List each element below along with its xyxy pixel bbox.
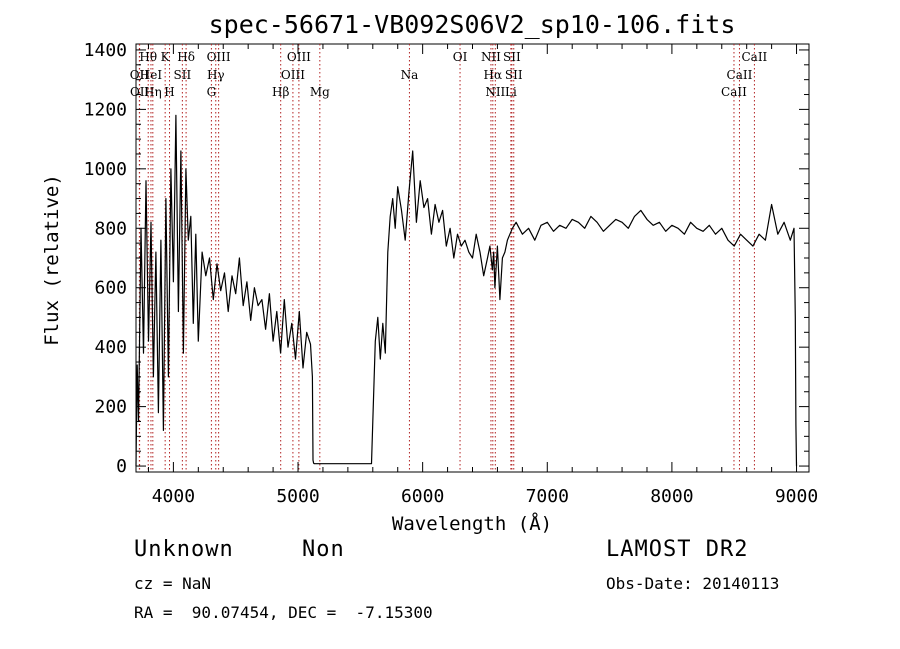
redshift: cz = NaN [134, 574, 212, 593]
x-tick-label: 4000 [152, 486, 195, 507]
y-tick-label: 0 [116, 456, 127, 477]
x-tick-label: 8000 [650, 486, 693, 507]
emission-line-label: Mg [310, 85, 330, 99]
y-tick-label: 1000 [84, 159, 127, 180]
y-tick-label: 600 [94, 278, 127, 299]
emission-line-label: Hθ [139, 50, 157, 64]
emission-line-label: OIII [207, 50, 231, 64]
emission-line-label: CaII [741, 50, 767, 64]
emission-line-label: Hδ [177, 50, 195, 64]
emission-line-label: SII [174, 68, 192, 82]
y-tick-label: 800 [94, 218, 127, 239]
emission-line-label: H [164, 85, 174, 99]
emission-line-label: NII [485, 85, 505, 99]
emission-line-label: Na [401, 68, 419, 82]
emission-line-label: OIII [281, 68, 305, 82]
emission-line-label: OII [130, 68, 150, 82]
emission-line-label: OI [453, 50, 468, 64]
emission-line-label: G [207, 85, 217, 99]
x-tick-label: 7000 [526, 486, 569, 507]
object-subclass: Non [302, 537, 345, 562]
x-axis: 4000 5000 6000 7000 8000 9000 [147, 44, 818, 507]
y-axis: 0 200 400 600 800 1000 1200 1400 [84, 40, 809, 477]
x-axis-label: Wavelength (Å) [392, 512, 552, 535]
y-tick-label: 200 [94, 397, 127, 418]
emission-line-label: Li [505, 85, 517, 99]
y-tick-label: 1400 [84, 40, 127, 61]
emission-line-markers [138, 44, 755, 472]
emission-line-label: CaII [721, 85, 747, 99]
spectrum-line [135, 114, 798, 467]
x-tick-label: 9000 [775, 486, 818, 507]
chart-title: spec-56671-VB092S06V2_sp10-106.fits [209, 10, 736, 39]
emission-line-label: OII [130, 85, 150, 99]
object-class: Unknown [134, 537, 234, 562]
emission-line-label: SII [503, 50, 521, 64]
emission-line-label: OIII [287, 50, 311, 64]
emission-line-label: Hη [144, 85, 162, 99]
x-tick-label: 5000 [276, 486, 319, 507]
emission-line-label: NII [481, 50, 501, 64]
emission-line-label: HeI [140, 68, 163, 82]
y-tick-label: 400 [94, 337, 127, 358]
emission-line-label: Hγ [207, 68, 225, 82]
emission-line-label: CaII [727, 68, 753, 82]
coordinates: RA = 90.07454, DEC = -7.15300 [134, 603, 433, 622]
emission-line-label: Hα [484, 68, 503, 82]
emission-line-label: SII [505, 68, 523, 82]
survey-name: LAMOST DR2 [606, 537, 749, 562]
emission-line-label: K [161, 50, 171, 64]
y-tick-label: 1200 [84, 99, 127, 120]
x-tick-label: 6000 [401, 486, 444, 507]
emission-line-label: Hβ [272, 85, 289, 99]
y-axis-label: Flux (relative) [41, 174, 63, 346]
obs-date: Obs-Date: 20140113 [606, 574, 780, 593]
